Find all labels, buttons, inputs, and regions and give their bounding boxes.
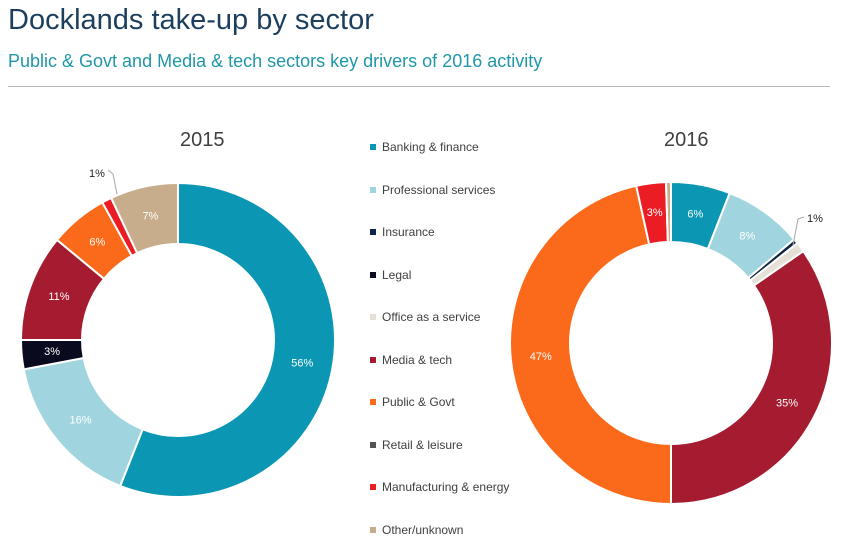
slice-data-label: 6% — [687, 208, 703, 220]
legend-label: Insurance — [382, 225, 435, 239]
legend-label: Retail & leisure — [382, 437, 463, 452]
legend-label: Public & Govt — [382, 395, 455, 409]
legend-item: Professional services — [370, 182, 495, 198]
slice-data-label: 47% — [530, 351, 552, 363]
page-subtitle: Public & Govt and Media & tech sectors k… — [8, 51, 543, 71]
legend-swatch — [370, 356, 376, 363]
legend-item: Public & Govt — [370, 394, 455, 410]
slice-data-label: 3% — [44, 346, 60, 358]
slice-data-label: 1% — [807, 213, 823, 225]
slice-data-label: 6% — [89, 237, 105, 249]
legend-label: Media & tech — [382, 352, 453, 367]
slice-data-label: 35% — [776, 398, 798, 410]
legend-label: Other/unknown — [382, 522, 464, 537]
callout-leader-line — [792, 216, 805, 246]
slice-data-label: 8% — [739, 231, 755, 243]
legend-item: Retail & leisure — [370, 437, 463, 453]
slice-data-label: 11% — [48, 291, 69, 303]
legend-label: Banking & finance — [382, 140, 479, 154]
legend-item: Manufacturing & energy — [370, 479, 509, 495]
slice-data-label: 16% — [70, 415, 92, 427]
legend-swatch — [370, 526, 376, 533]
legend-swatch — [370, 399, 376, 405]
donut-slice — [664, 180, 672, 244]
legend-item: Legal — [370, 267, 411, 283]
slice-data-label: 1% — [89, 168, 105, 180]
chart-title-2015: 2015 — [180, 129, 225, 151]
legend-swatch — [370, 144, 376, 150]
legend-label: Office as a service — [382, 310, 481, 324]
legend-swatch — [370, 186, 376, 193]
donut-slice — [509, 184, 672, 506]
donut-slice — [118, 181, 336, 498]
legend-swatch — [370, 229, 376, 235]
legend-swatch — [370, 441, 376, 448]
legend-item: Other/unknown — [370, 522, 463, 538]
legend-label: Legal — [382, 267, 412, 282]
slice-data-label: 56% — [291, 358, 313, 370]
donut-slice — [670, 249, 833, 506]
legend-swatch — [370, 314, 376, 320]
legend-label: Professional services — [382, 182, 496, 197]
callout-leader-line — [107, 169, 119, 200]
header-divider — [8, 86, 830, 87]
slice-data-label: 7% — [142, 211, 158, 223]
slice-data-label: 3% — [647, 207, 663, 219]
legend-item: Insurance — [370, 224, 435, 240]
legend-item: Office as a service — [370, 309, 480, 325]
donut-slice — [109, 181, 179, 255]
page-title: Docklands take-up by sector — [8, 4, 374, 36]
chart-title-2016: 2016 — [664, 129, 709, 151]
legend-item: Banking & finance — [370, 139, 479, 155]
legend-swatch — [370, 271, 376, 278]
legend-label: Manufacturing & energy — [382, 480, 510, 494]
legend-swatch — [370, 484, 376, 490]
legend-item: Media & tech — [370, 352, 452, 368]
